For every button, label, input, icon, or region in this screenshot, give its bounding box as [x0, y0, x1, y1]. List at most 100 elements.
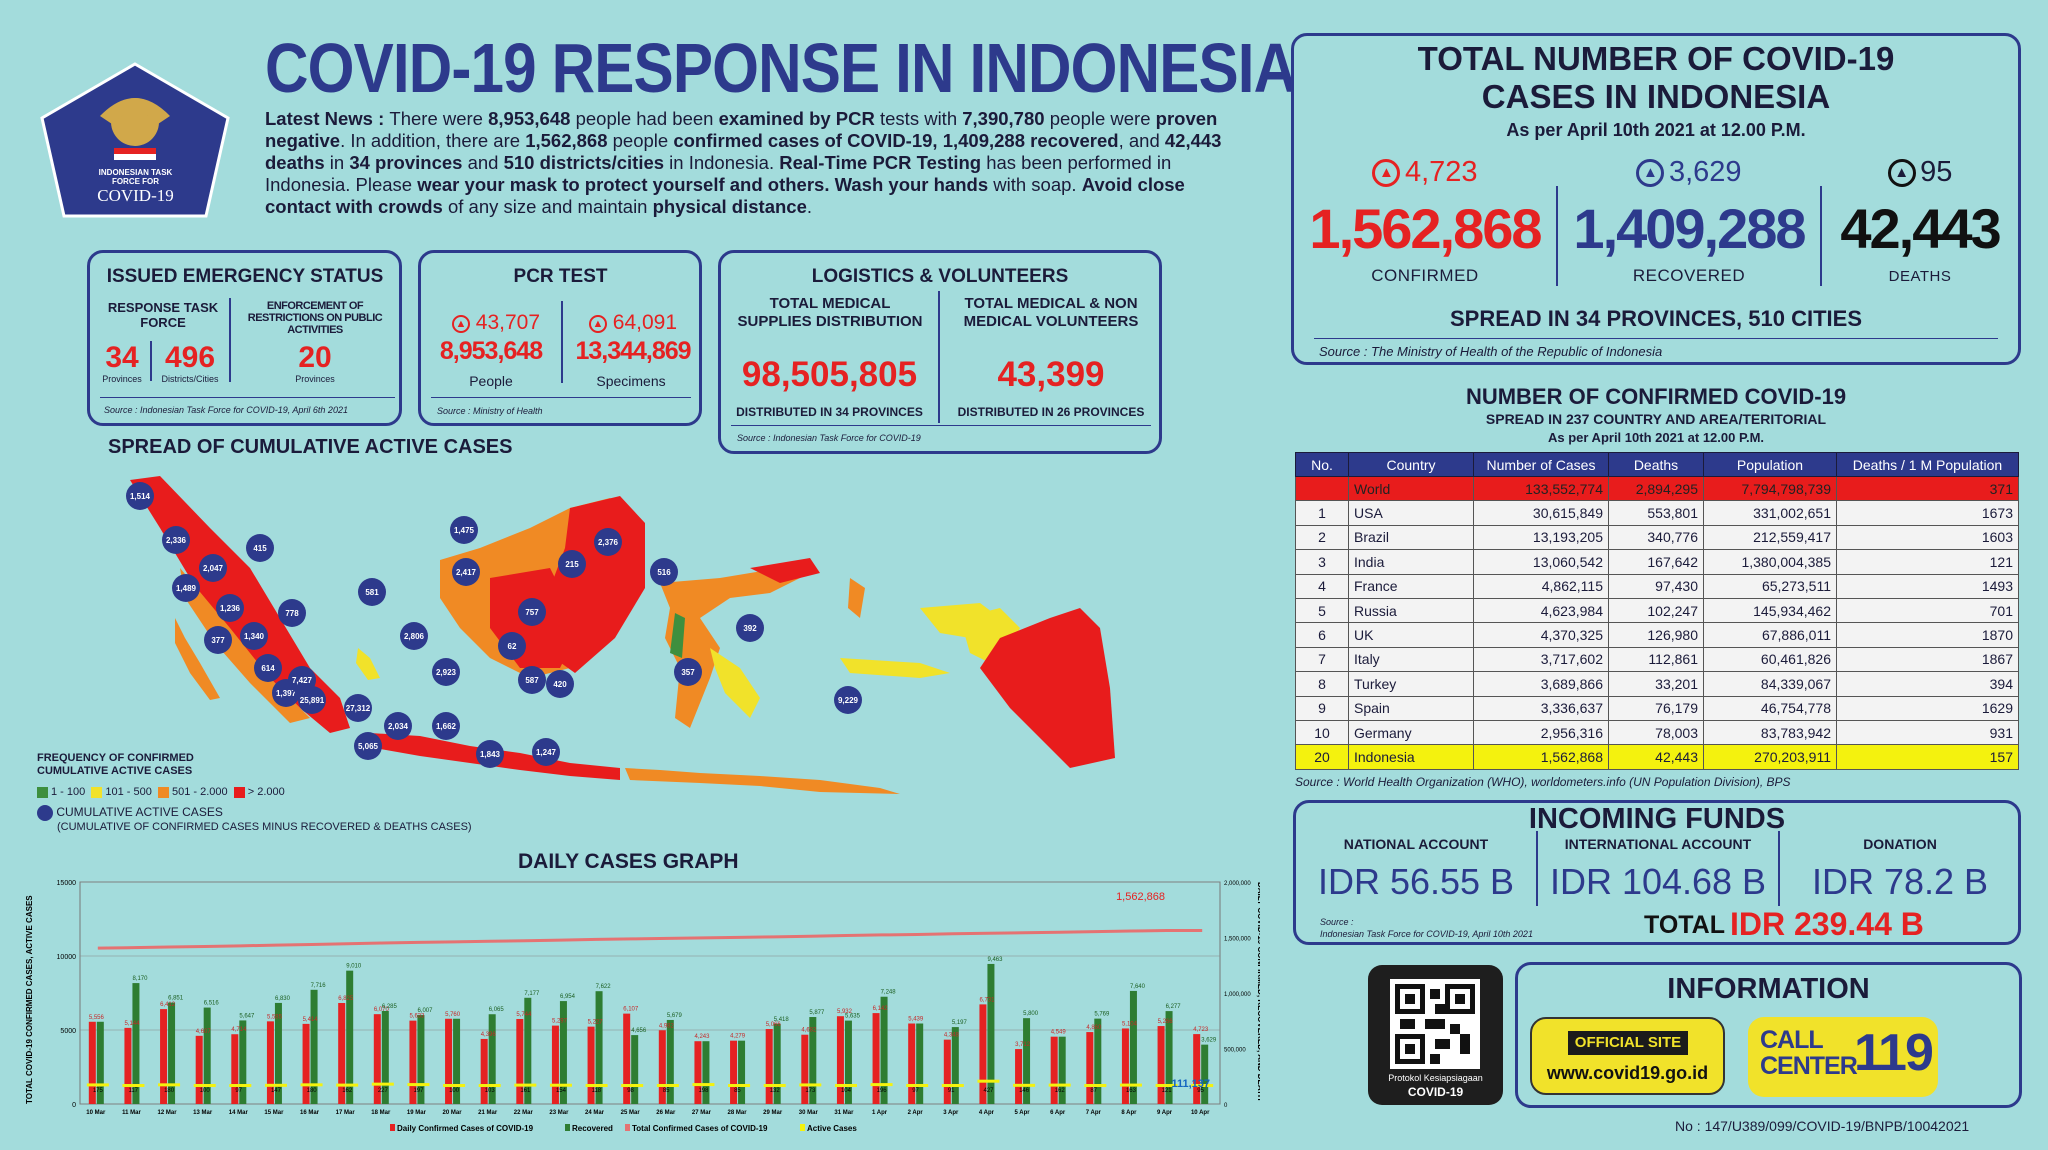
chart-label-confirmed: 4,396 [481, 1032, 497, 1038]
totals-box: TOTAL NUMBER OF COVID-19 CASES IN INDONE… [1291, 33, 2021, 365]
cell-deaths: 78,003 [1608, 719, 1704, 746]
chart-bar-recovered [916, 1023, 924, 1104]
chart-bar-confirmed [1193, 1034, 1201, 1104]
cell-country: Indonesia [1348, 744, 1474, 770]
map-bubble: 2,376 [594, 528, 622, 556]
legend-label: > 2.000 [247, 786, 285, 798]
chart-label-deaths: 118 [592, 1088, 602, 1094]
map-bubble-circle [162, 526, 190, 554]
map-bubble-circle [354, 732, 382, 760]
map-bubble-circle [834, 686, 862, 714]
chart-y2tick: 2,000,000 [1224, 881, 1251, 887]
news-text: 34 provinces [349, 152, 463, 173]
pcr-spec-num: 13,344,869 [575, 337, 691, 365]
bangka-shape [356, 648, 380, 680]
chart-bar-recovered [809, 1017, 817, 1104]
qr-code-card[interactable]: Protokol Kesiapsiagaan COVID-19 [1368, 965, 1503, 1105]
chart-label-deaths: 227 [378, 1088, 389, 1094]
chart-label-recovered: 3,629 [1201, 1038, 1217, 1044]
map-bubble-circle [452, 558, 480, 586]
cell-deaths-per-million: 121 [1836, 549, 2019, 575]
restrictions-num: 20 [298, 341, 332, 374]
districts-lbl: Districts/Cities [161, 374, 219, 384]
cell-country: Italy [1348, 646, 1474, 673]
chart-bar-confirmed [88, 1021, 96, 1104]
chart-bar-recovered [559, 1001, 567, 1104]
chart-label-recovered: 6,277 [1166, 1004, 1182, 1010]
chart-label-deaths: 163 [1126, 1088, 1137, 1094]
chart-label-confirmed: 6,825 [338, 996, 354, 1002]
maluku-shape [840, 658, 950, 678]
chart-xtick: 16 Mar [300, 1110, 320, 1116]
chart-label-confirmed: 5,556 [89, 1015, 105, 1021]
map-bubble-label: 420 [553, 680, 567, 689]
news-text: people were [1044, 108, 1156, 129]
map-bubble-circle [518, 598, 546, 626]
map-bubble-circle [400, 622, 428, 650]
chart-bar-confirmed [730, 1040, 738, 1104]
chart-bar-active [763, 1084, 786, 1087]
funds-source-line2: Indonesian Task Force for COVID-19, Apri… [1320, 929, 1533, 939]
chart-label-confirmed: 5,585 [267, 1014, 283, 1020]
cell-cases: 13,060,542 [1473, 549, 1609, 575]
pcr-people-lbl: People [469, 373, 513, 389]
pcr-test-box: PCR TEST ▲ 43,707 8,953,648 People ▲ 64,… [418, 250, 702, 426]
chart-bar-active [941, 1084, 964, 1087]
totals-title-line1: TOTAL NUMBER OF COVID-19 [1417, 40, 1895, 77]
map-bubble-label: 27,312 [346, 704, 371, 713]
map-bubble: 2,047 [199, 554, 227, 582]
chart-bar-active [229, 1084, 252, 1087]
chart-xtick: 2 Apr [908, 1110, 924, 1116]
cell-population: 212,559,417 [1703, 524, 1837, 551]
chart-label-deaths: 85 [734, 1088, 741, 1094]
chart-xtick: 9 Apr [1157, 1110, 1173, 1116]
cell-deaths: 33,201 [1608, 671, 1704, 697]
map-bubble: 1,247 [532, 738, 560, 766]
up-arrow-icon: ▲ [1372, 159, 1401, 187]
chart-ytick: 15000 [57, 880, 77, 887]
chart-ytick: 5000 [60, 1028, 76, 1035]
table-title: NUMBER OF CONFIRMED COVID-19 [1465, 384, 1847, 409]
chart-bar-active [1119, 1083, 1142, 1087]
chart-bar-confirmed [979, 1004, 987, 1104]
emergency-divider [229, 298, 231, 382]
emergency-divider-small [150, 341, 152, 381]
chart-label-confirmed: 6,731 [979, 997, 995, 1003]
chart-label-recovered: 7,248 [881, 990, 897, 996]
map-bubble-label: 215 [565, 560, 579, 569]
chart-xtick: 18 Mar [371, 1110, 391, 1116]
restrictions-lbl: Provinces [295, 374, 335, 384]
chart-bar-active [1155, 1084, 1178, 1087]
chart-label-deaths: 180 [307, 1088, 318, 1094]
map-bubble-label: 392 [743, 624, 757, 633]
chart-ylabel: TOTAL COVID-19 CONFIRMED CASES, ACTIVE C… [25, 895, 34, 1104]
map-bubble-circle [216, 594, 244, 622]
news-text: and [462, 152, 504, 173]
call-center-button[interactable]: CALL CENTER 119 [1748, 1017, 1938, 1097]
cell-deaths-per-million: 1673 [1836, 500, 2019, 526]
chart-bar-confirmed [1015, 1049, 1023, 1104]
chart-xtick: 25 Mar [621, 1110, 641, 1116]
table-row: 7 Italy 3,717,602 112,861 60,461,826 1867 [1295, 646, 2019, 673]
funds-source: Source : Indonesian Task Force for COVID… [1320, 916, 1533, 940]
official-site-link[interactable]: OFFICIAL SITE www.covid19.go.id [1530, 1017, 1725, 1095]
up-arrow-icon: ▲ [1636, 159, 1665, 187]
chart-bar-active [656, 1084, 679, 1087]
chart-bar-active [1048, 1083, 1071, 1087]
map-legend-items: 1 - 100 101 - 500 501 - 2.000 > 2.000 [37, 786, 285, 798]
totals-source: Source : The Ministry of Health of the R… [1319, 344, 1663, 359]
chart-xtick: 17 Mar [336, 1110, 356, 1116]
fund-donation-label: DONATION [1863, 836, 1937, 852]
chart-xtick: 6 Apr [1050, 1110, 1066, 1116]
cell-country: USA [1348, 500, 1474, 526]
chart-label-deaths: 98 [627, 1088, 634, 1094]
chart-xtick: 23 Mar [549, 1110, 569, 1116]
map-bubble-label: 1,514 [130, 492, 151, 501]
table-row: 1 USA 30,615,849 553,801 331,002,651 1673 [1295, 500, 2019, 526]
cell-cases: 4,370,325 [1473, 622, 1609, 648]
news-text: in [324, 152, 350, 173]
table-row: 5 Russia 4,623,984 102,247 145,934,462 701 [1295, 597, 2019, 624]
chart-bar-recovered [880, 996, 888, 1104]
map-bubble-label: 587 [525, 676, 539, 685]
map-bubble-label: 1,662 [436, 722, 457, 731]
